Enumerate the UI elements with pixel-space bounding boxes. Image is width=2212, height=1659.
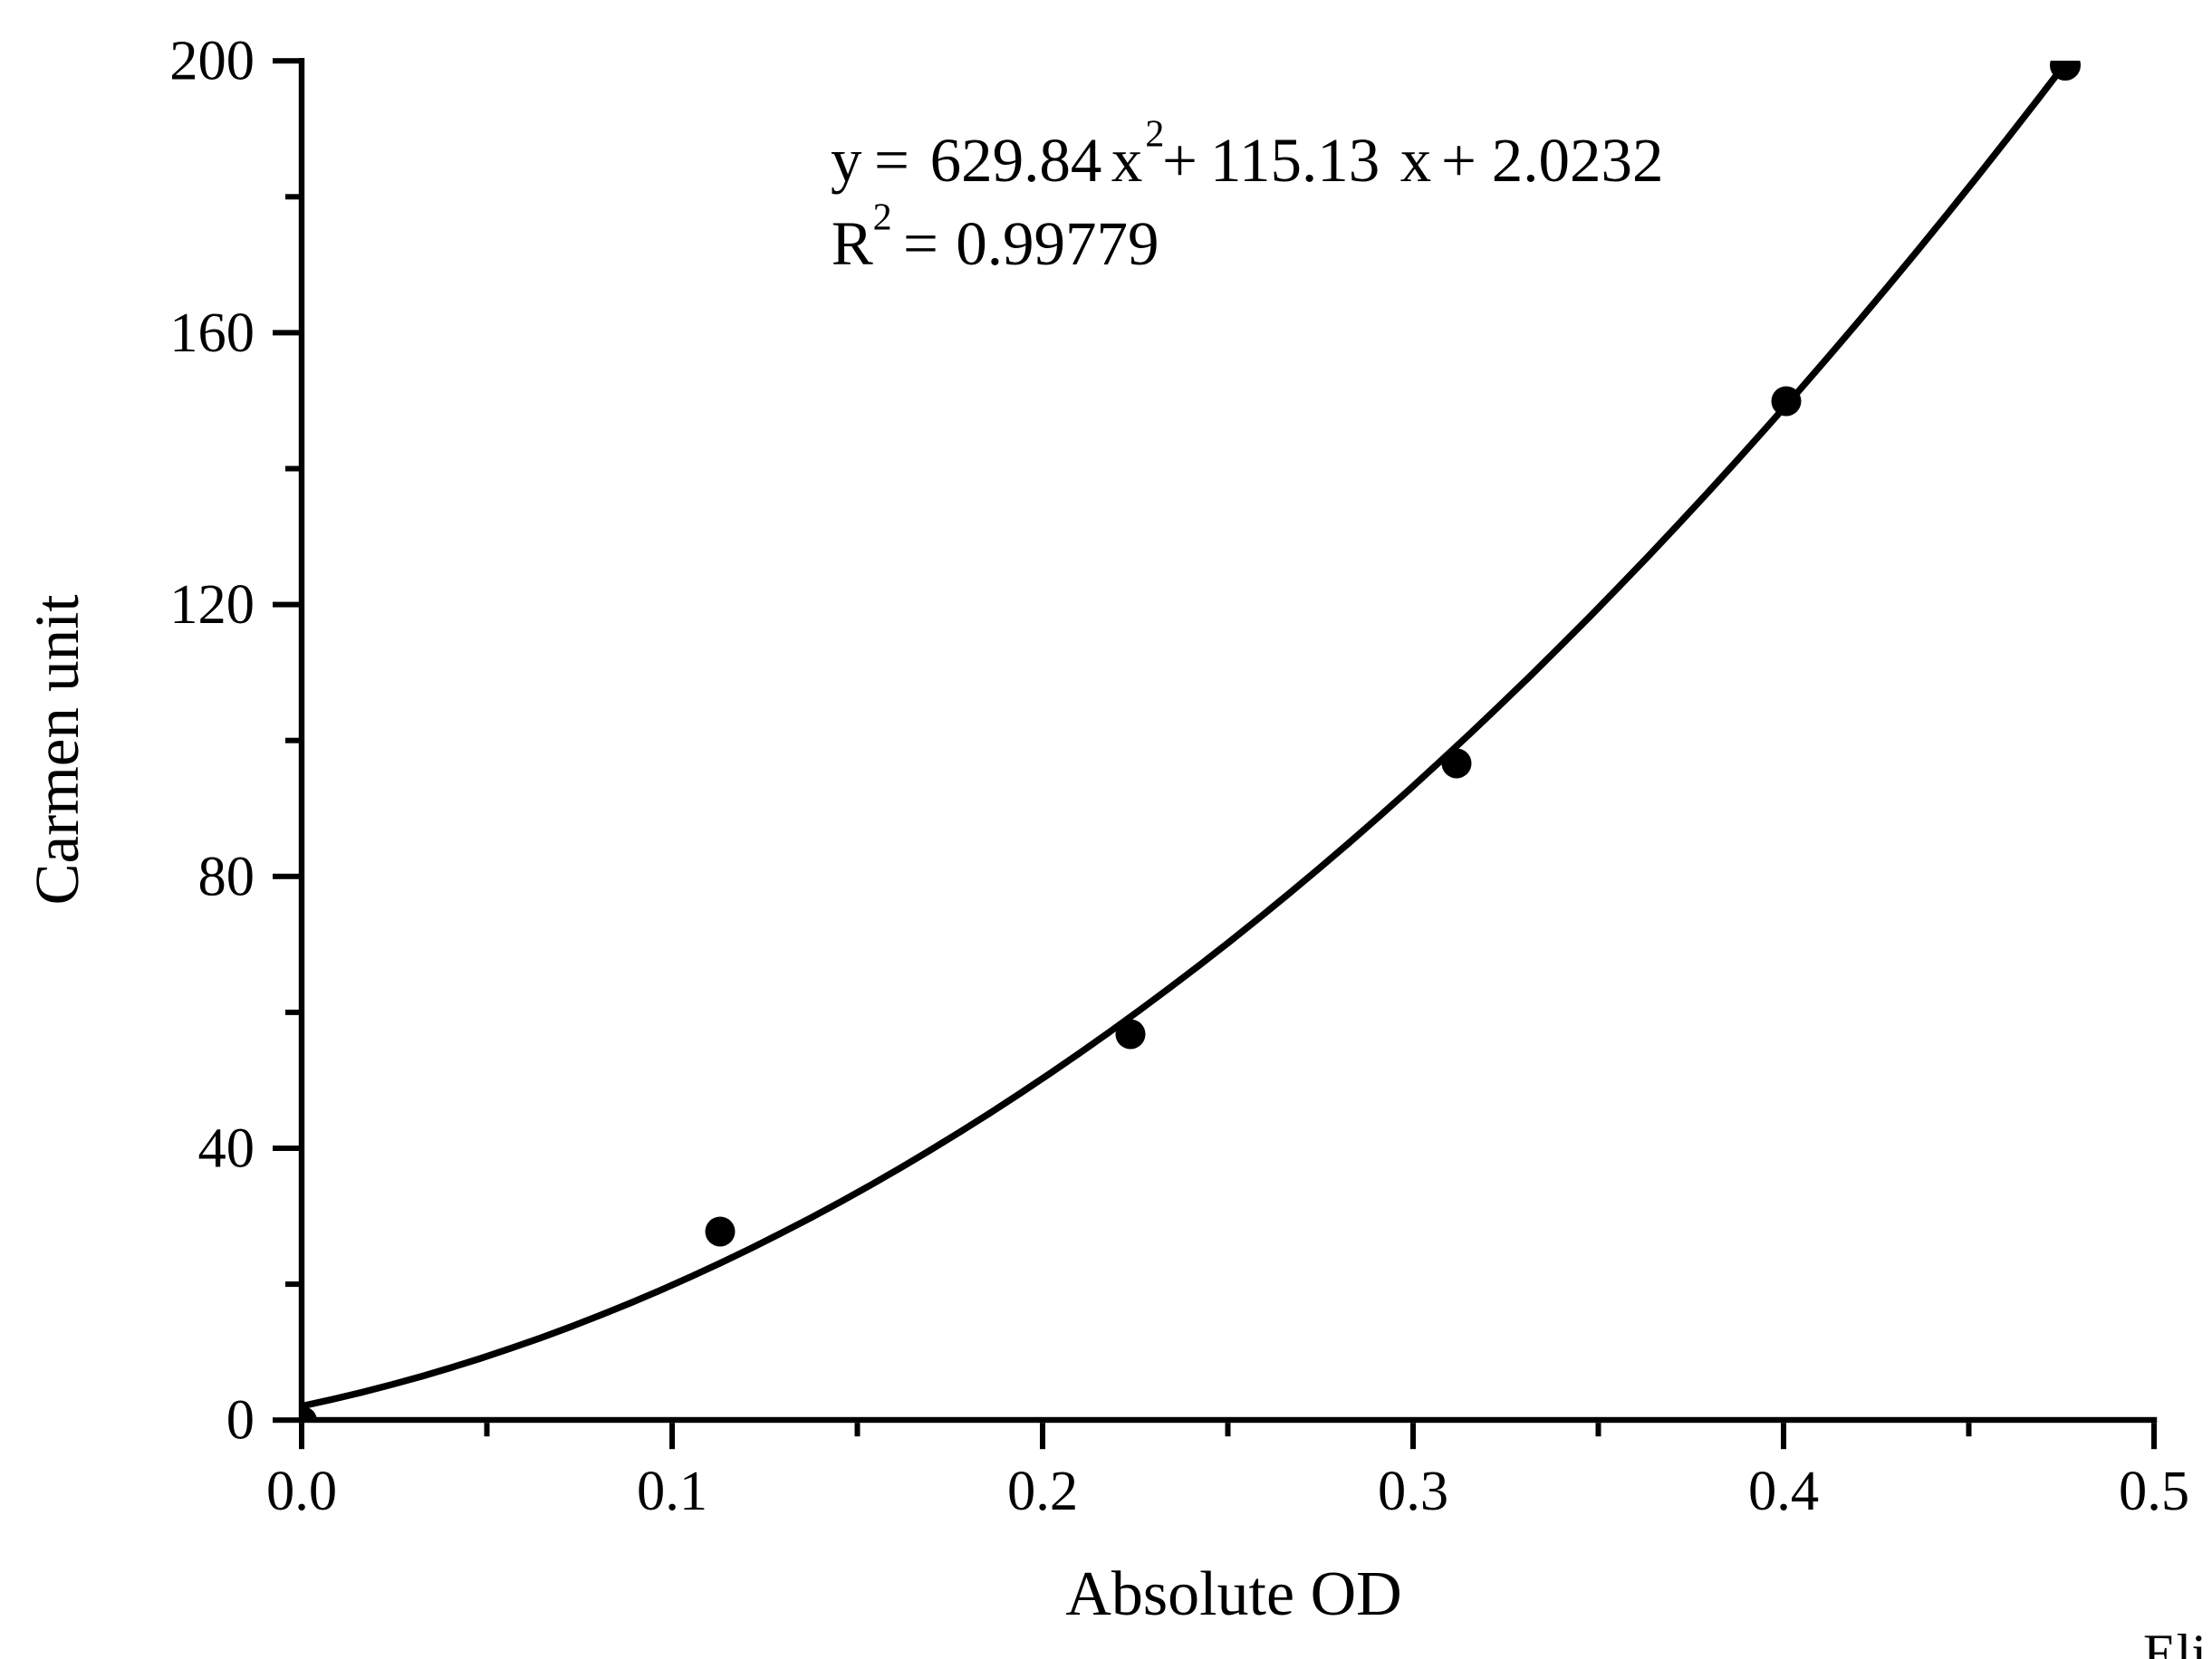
svg-text:0: 0 xyxy=(226,1388,255,1452)
svg-text:0.0: 0.0 xyxy=(266,1459,337,1522)
svg-text:0.1: 0.1 xyxy=(637,1459,707,1522)
svg-text:Eli: Eli xyxy=(2143,1624,2207,1659)
svg-text:y: y xyxy=(831,126,862,195)
svg-text:2: 2 xyxy=(1145,114,1164,156)
svg-text:=: = xyxy=(903,209,938,278)
svg-text:115.13: 115.13 xyxy=(1210,126,1380,195)
svg-text:+: + xyxy=(1162,126,1197,195)
svg-text:0.3: 0.3 xyxy=(1378,1459,1448,1522)
svg-text:629.84: 629.84 xyxy=(930,126,1102,195)
svg-text:Absolute OD: Absolute OD xyxy=(1065,1559,1401,1629)
svg-text:Carmen unit: Carmen unit xyxy=(23,594,91,905)
svg-text:x: x xyxy=(1111,126,1143,195)
svg-text:R: R xyxy=(832,209,873,278)
svg-text:160: 160 xyxy=(169,301,255,364)
svg-text:2: 2 xyxy=(873,197,892,239)
svg-text:x: x xyxy=(1400,126,1432,195)
svg-text:+: + xyxy=(1441,126,1476,195)
svg-text:120: 120 xyxy=(169,572,255,636)
svg-text:=: = xyxy=(874,126,909,195)
svg-text:0.2: 0.2 xyxy=(1007,1459,1078,1522)
svg-text:0.99779: 0.99779 xyxy=(956,209,1159,278)
svg-text:40: 40 xyxy=(198,1117,255,1180)
svg-text:2.0232: 2.0232 xyxy=(1492,126,1664,195)
svg-text:200: 200 xyxy=(169,29,255,92)
svg-text:80: 80 xyxy=(198,844,255,907)
svg-text:0.5: 0.5 xyxy=(2119,1459,2189,1522)
svg-text:0.4: 0.4 xyxy=(1748,1459,1819,1522)
